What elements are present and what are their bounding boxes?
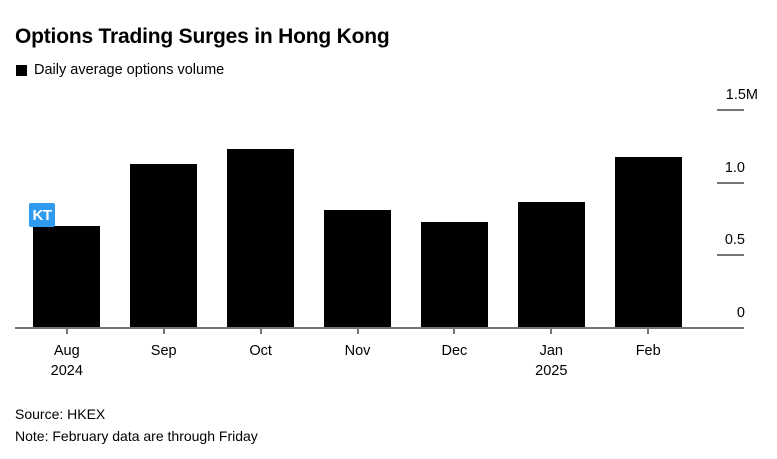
x-axis-baseline	[15, 326, 744, 329]
x-axis-label-line: 2024	[50, 363, 83, 379]
y-tick-1-5m	[717, 109, 744, 112]
legend-label: Daily average options volume	[34, 62, 225, 78]
x-tick-jan	[550, 328, 553, 334]
page-title: Options Trading Surges in Hong Kong	[15, 25, 390, 48]
x-tick-dec	[453, 328, 456, 334]
x-axis-label-line: Sep	[150, 343, 177, 359]
bar-sep	[130, 163, 198, 328]
footer: Source: HKEX Note: February data are thr…	[15, 404, 258, 447]
legend: Daily average options volume	[16, 62, 224, 78]
x-axis-label-sep: Sep	[119, 341, 209, 361]
x-axis-label-nov: Nov	[313, 341, 403, 361]
y-axis-label-1-0: 1.0	[724, 159, 745, 176]
x-axis-label-line: Aug	[53, 343, 80, 359]
legend-swatch-icon	[16, 64, 27, 76]
bar-oct	[227, 149, 295, 328]
bar-jan	[517, 201, 585, 328]
x-axis-label-jan: Jan 2025	[506, 341, 596, 381]
bar-nov	[324, 210, 391, 328]
x-tick-oct	[259, 328, 262, 334]
y-axis-label-0-5: 0.5	[724, 232, 745, 249]
x-axis-label-line: Nov	[344, 343, 371, 359]
source-line: Source: HKEX	[15, 406, 106, 422]
bar-dec	[420, 221, 488, 328]
x-axis-label-line: Jan	[539, 343, 563, 359]
annotation-marker-kt[interactable]: KT	[29, 203, 55, 227]
x-axis-label-oct: Oct	[216, 341, 306, 361]
x-axis-label-line: 2025	[535, 363, 568, 379]
y-axis-label-1-5m: 1.5M	[725, 87, 758, 104]
x-tick-feb	[647, 328, 650, 334]
x-axis-label-aug: Aug 2024	[22, 341, 112, 381]
x-axis-label-line: Dec	[441, 343, 468, 359]
y-axis-label-0: 0	[736, 304, 745, 321]
x-tick-aug	[65, 328, 68, 334]
x-tick-sep	[162, 328, 165, 334]
x-axis-label-line: Feb	[635, 343, 661, 359]
x-axis-label-line: Oct	[249, 343, 272, 359]
bar-feb	[614, 156, 682, 328]
y-tick-0-5	[717, 254, 744, 257]
x-tick-nov	[356, 328, 359, 334]
note-line: Note: February data are through Friday	[15, 427, 258, 444]
x-axis-label-feb: Feb	[603, 341, 693, 361]
bar-aug	[33, 226, 101, 328]
y-tick-1-0	[717, 181, 744, 184]
x-axis-label-dec: Dec	[409, 341, 499, 361]
